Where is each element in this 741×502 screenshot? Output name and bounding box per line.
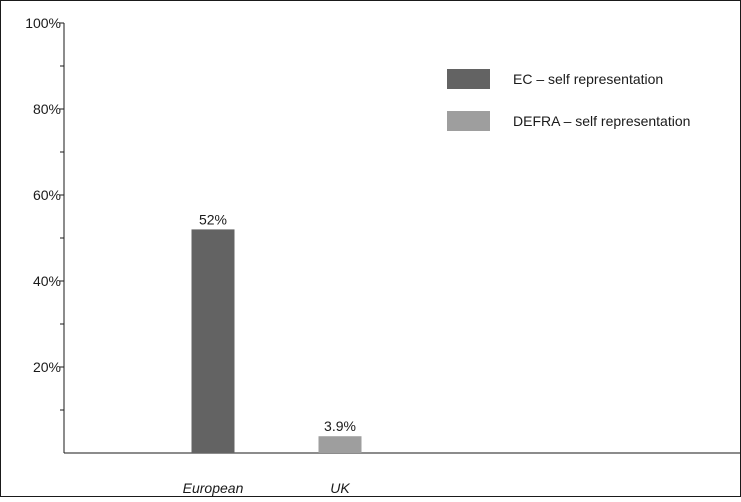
- labels: 52% European 3.9% UK: [183, 211, 356, 496]
- legend-label: DEFRA – self representation: [513, 113, 690, 129]
- y-tick-label: 40%: [33, 273, 61, 289]
- x-category-label: European: [183, 480, 244, 496]
- legend-swatch: [447, 111, 490, 131]
- legend-label: EC – self representation: [513, 71, 663, 87]
- y-tick-label: 100%: [25, 15, 61, 31]
- axes: 20% 40% 60% 80% 100%: [25, 15, 741, 454]
- bars: [191, 229, 362, 453]
- y-tick-label: 20%: [33, 359, 61, 375]
- y-tick-label: 80%: [33, 101, 61, 117]
- y-tick-label: 60%: [33, 187, 61, 203]
- bar-uk: [318, 436, 362, 453]
- x-category-label: UK: [330, 480, 350, 496]
- legend-swatch: [447, 69, 490, 89]
- bar-european: [191, 229, 235, 453]
- data-label: 52%: [199, 211, 227, 227]
- legend: EC – self representation DEFRA – self rep…: [447, 69, 690, 131]
- data-label: 3.9%: [324, 418, 356, 434]
